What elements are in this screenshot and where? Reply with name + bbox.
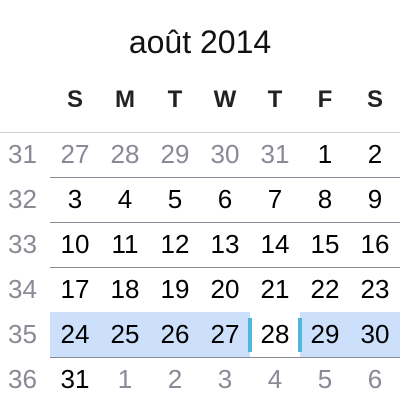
day-cell[interactable]: 13: [210, 229, 240, 259]
day-cell[interactable]: 4: [267, 364, 283, 394]
day-cell[interactable]: 15: [310, 229, 340, 259]
weekday-header: W: [213, 86, 237, 113]
weekday-header-row: S M T W T F S: [50, 82, 400, 118]
day-cell[interactable]: 7: [267, 184, 283, 214]
weekday-header: S: [66, 86, 83, 113]
selected-week: 24 25 26 27 28 29 30: [50, 312, 400, 357]
day-cell-today[interactable]: 28: [248, 312, 302, 357]
day-cell[interactable]: 21: [260, 274, 290, 304]
day-cell[interactable]: 26: [160, 319, 190, 349]
day-cell[interactable]: 10: [60, 229, 90, 259]
week-number: 36: [8, 364, 37, 394]
week-row: 32 3 4 5 6 7 8 9: [0, 177, 400, 222]
day-cell[interactable]: 17: [60, 274, 90, 304]
day-cell[interactable]: 31: [260, 139, 290, 169]
day-cell[interactable]: 29: [310, 319, 340, 349]
day-cell[interactable]: 3: [217, 364, 233, 394]
week-days: 3 4 5 6 7 8 9: [50, 177, 400, 222]
day-cell[interactable]: 20: [210, 274, 240, 304]
week-row: 34 17 18 19 20 21 22 23: [0, 267, 400, 312]
week-divider: [50, 222, 400, 223]
day-cell[interactable]: 6: [217, 184, 233, 214]
week-days: 31 1 2 3 4 5 6: [50, 357, 400, 400]
week-divider: [50, 357, 400, 358]
week-row: 35 24 25 26 27 28 29 30: [0, 312, 400, 357]
day-cell[interactable]: 28: [110, 139, 140, 169]
week-days: 17 18 19 20 21 22 23: [50, 267, 400, 312]
weekday-header: F: [317, 86, 333, 113]
day-cell[interactable]: 11: [111, 229, 139, 259]
day-cell[interactable]: 1: [117, 364, 133, 394]
day-cell[interactable]: 24: [60, 319, 90, 349]
day-cell[interactable]: 23: [360, 274, 390, 304]
day-cell[interactable]: 30: [210, 139, 240, 169]
day-cell[interactable]: 9: [367, 184, 383, 214]
week-divider: [50, 177, 400, 178]
day-cell[interactable]: 29: [160, 139, 190, 169]
day-cell[interactable]: 19: [160, 274, 190, 304]
weekday-header: T: [167, 86, 183, 113]
day-cell[interactable]: 12: [160, 229, 190, 259]
day-cell[interactable]: 27: [210, 319, 240, 349]
day-cell[interactable]: 14: [260, 229, 290, 259]
calendar-grid: 31 27 28 29 30 31 1 2 32 3 4 5 6 7 8 9 33 10 11 12 13 14 15 16 3…: [0, 132, 400, 400]
week-number: 33: [8, 229, 37, 259]
week-number: 35: [8, 319, 37, 349]
day-cell[interactable]: 8: [317, 184, 333, 214]
day-cell[interactable]: 4: [117, 184, 133, 214]
week-divider: [0, 132, 400, 133]
day-cell[interactable]: 2: [167, 364, 183, 394]
month-title: août 2014: [128, 24, 272, 60]
day-cell[interactable]: 2: [367, 139, 383, 169]
day-cell[interactable]: 1: [317, 139, 333, 169]
week-number: 34: [8, 274, 37, 304]
day-cell[interactable]: 27: [60, 139, 90, 169]
week-divider: [50, 267, 400, 268]
week-row: 31 27 28 29 30 31 1 2: [0, 132, 400, 177]
day-cell[interactable]: 25: [110, 319, 140, 349]
weekday-header: S: [366, 86, 383, 113]
day-cell[interactable]: 30: [360, 319, 390, 349]
weekday-header: T: [267, 86, 283, 113]
day-cell[interactable]: 5: [167, 184, 183, 214]
day-cell[interactable]: 16: [360, 229, 390, 259]
day-cell[interactable]: 18: [110, 274, 140, 304]
week-number: 32: [8, 184, 37, 214]
week-days: 27 28 29 30 31 1 2: [50, 132, 400, 177]
week-number: 31: [8, 139, 37, 169]
week-row: 33 10 11 12 13 14 15 16: [0, 222, 400, 267]
day-cell[interactable]: 6: [367, 364, 383, 394]
day-cell[interactable]: 5: [317, 364, 333, 394]
week-row: 36 31 1 2 3 4 5 6: [0, 357, 400, 400]
day-cell[interactable]: 3: [67, 184, 83, 214]
day-cell[interactable]: 31: [60, 364, 90, 394]
day-cell[interactable]: 22: [310, 274, 340, 304]
week-days: 10 11 12 13 14 15 16: [50, 222, 400, 267]
weekday-header: M: [115, 86, 135, 113]
